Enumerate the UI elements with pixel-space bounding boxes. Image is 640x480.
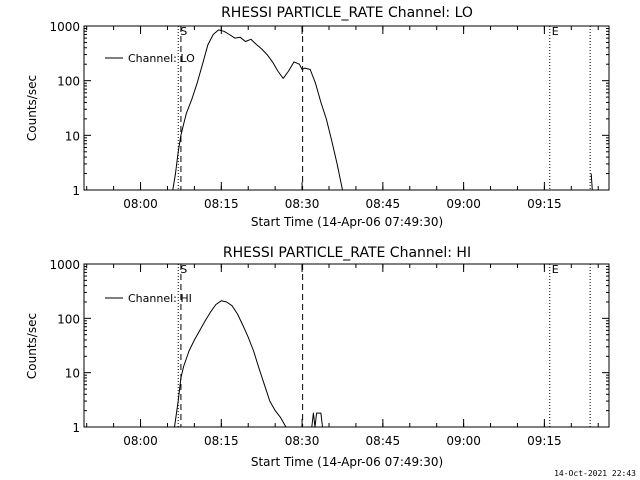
x-tick-label: 08:45 [366,197,401,211]
chart-title: RHESSI PARTICLE_RATE Channel: LO [221,5,473,21]
y-tick-label: 1 [72,421,80,435]
x-tick-label: 08:30 [285,434,320,448]
y-tick-label: 100 [57,312,80,326]
timestamp-label: 14-Oct-2021 22:43 [554,469,636,478]
y-axis-ticks: 1 10 100 1000 [49,20,609,198]
event-marker-label: E [552,263,559,276]
legend-label: Channel: HI [128,292,192,305]
event-marker-label: S [180,263,187,276]
legend: Channel: HI [105,292,192,305]
series-line [174,300,287,428]
x-tick-label: 08:15 [204,197,239,211]
event-marker-label: E [552,25,559,38]
y-axis-label: Counts/sec [25,75,39,141]
plot-frame [83,25,610,191]
x-tick-label: 08:00 [123,197,158,211]
x-axis-ticks: 08:00 08:15 08:30 08:45 09:00 09:15 [86,26,599,211]
x-tick-label: 08:45 [366,434,401,448]
legend-label: Channel: LO [128,52,195,65]
y-axis-ticks: 1 10 100 1000 [49,258,609,435]
series-line [590,173,593,191]
chart-title: RHESSI PARTICLE_RATE Channel: HI [223,245,471,261]
x-tick-label: 09:15 [527,434,562,448]
x-axis-label: Start Time (14-Apr-06 07:49:30) [251,455,443,469]
x-tick-label: 08:30 [285,197,320,211]
x-tick-label: 08:15 [204,434,239,448]
y-tick-label: 10 [65,129,80,143]
y-tick-label: 1 [72,184,80,198]
event-marker-label: S [180,25,187,38]
y-tick-label: 1000 [49,258,80,272]
x-tick-label: 09:00 [446,434,481,448]
x-axis-label: Start Time (14-Apr-06 07:49:30) [251,215,443,229]
y-tick-label: 10 [65,367,80,381]
plot-frame [83,263,610,428]
x-tick-label: 08:00 [123,434,158,448]
y-tick-label: 100 [57,75,80,89]
legend: Channel: LO [105,52,195,65]
y-tick-label: 1000 [49,20,80,34]
y-axis-label: Counts/sec [25,313,39,379]
x-tick-label: 09:00 [446,197,481,211]
data-series [174,300,323,428]
x-axis-ticks: 08:00 08:15 08:30 08:45 09:00 09:15 [86,264,599,448]
series-line [311,412,323,428]
series-line [172,29,343,191]
data-series [172,29,593,191]
x-tick-label: 09:15 [527,197,562,211]
